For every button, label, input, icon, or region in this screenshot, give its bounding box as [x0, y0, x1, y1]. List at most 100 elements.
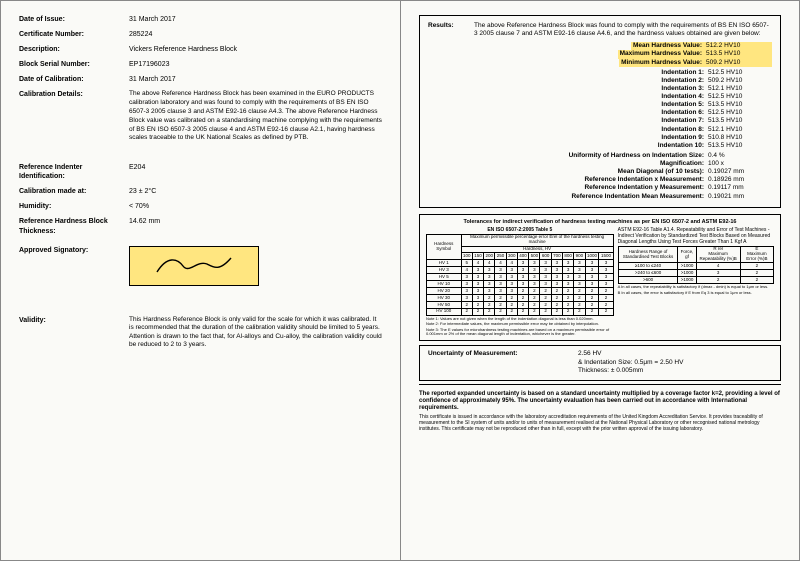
meta-label: Approved Signatory:: [19, 246, 129, 255]
meta-row: Calibration made at:23 ± 2°C: [19, 187, 382, 196]
signature-icon: [149, 252, 239, 280]
unc-line: Thickness: ± 0.005mm: [578, 367, 772, 375]
stat-label: Indentation 3:: [661, 85, 708, 92]
tolerances-box: Tolerances for indirect verification of …: [419, 214, 781, 342]
meta-label: Calibration Details:: [19, 90, 129, 143]
stat-label: Indentation 2:: [661, 77, 708, 84]
certificate-right-page: Results: The above Reference Hardness Bl…: [400, 0, 800, 561]
results-header: Results: The above Reference Hardness Bl…: [428, 22, 772, 38]
tol-right-title: ASTM E92-16 Table A1.4. Repeatability an…: [618, 227, 774, 245]
stat-row: Reference Indentation x Measurement:0.18…: [428, 176, 772, 184]
stat-row: Mean Diagonal (of 10 tests):0.19027 mm: [428, 168, 772, 176]
stat-val: 513.5 HV10: [708, 117, 772, 125]
stat-val: 510.8 HV10: [708, 134, 772, 142]
meta-row: Reference Hardness Block Thickness:14.62…: [19, 217, 382, 235]
meta-row: Certificate Number:285224: [19, 30, 382, 39]
uncertainty-box: Uncertainty of Measurement: 2.56 HV & In…: [419, 345, 781, 380]
stat-label: Indentation 5:: [661, 101, 708, 108]
stat-label: Uniformity of Hardness on Indentation Si…: [569, 152, 708, 159]
uncertainty-label: Uncertainty of Measurement:: [428, 350, 578, 375]
stat-label: Minimum Hardness Value:: [621, 59, 706, 66]
stat-label: Magnification:: [660, 160, 708, 167]
stat-val: 513.5 HV10: [708, 101, 772, 109]
meta-row: Block Serial Number:EP17196023: [19, 60, 382, 69]
stat-row: Reference Indentation y Measurement:0.19…: [428, 184, 772, 192]
stat-label: Reference Indentation x Measurement:: [584, 176, 708, 183]
unc-line: 2.56 HV: [578, 350, 772, 358]
indentation-row: Indentation 2:509.2 HV10: [428, 77, 772, 85]
stat-val: 0.19021 mm: [708, 193, 772, 201]
tol-note: B In all cases, the error is satisfactor…: [618, 291, 774, 295]
stat-label: Indentation 9:: [661, 134, 708, 141]
meta-row: Date of Calibration:31 March 2017: [19, 75, 382, 84]
stat-row: Magnification:100 x: [428, 160, 772, 168]
meta-row: Humidity:< 70%: [19, 202, 382, 211]
divider: [419, 384, 781, 385]
results-box: Results: The above Reference Hardness Bl…: [419, 15, 781, 208]
meta-label: Date of Calibration:: [19, 75, 129, 84]
calibration-details-row: Calibration Details: The above Reference…: [19, 90, 382, 143]
meta-val: < 70%: [129, 202, 382, 211]
stat-val: 513.5 HV10: [706, 50, 770, 58]
uncertainty-values: 2.56 HV & Indentation Size: 0.5μm = 2.50…: [578, 350, 772, 375]
validity-row: Validity: This Hardness Reference Block …: [19, 316, 382, 350]
indentation-row: Indentation 6:512.5 HV10: [428, 109, 772, 117]
tolerances-title: Tolerances for indirect verification of …: [426, 219, 774, 225]
meta-label: Certificate Number:: [19, 30, 129, 39]
tol-note: Note 2: For intermediate values, the max…: [426, 322, 614, 326]
disclaimer-fine: This certificate is issued in accordance…: [419, 415, 781, 432]
tol-note: Note 3: The E values for microhardness t…: [426, 328, 614, 337]
results-label: Results:: [428, 22, 474, 38]
tol-right-table: Hardness Range of Standardised Test Bloc…: [618, 246, 774, 285]
stat-val: 512.2 HV10: [706, 42, 770, 50]
tol-note: A In all cases, the repeatability is sat…: [618, 285, 774, 289]
calibration-details-text: The above Reference Hardness Block has b…: [129, 90, 382, 143]
bottom-stats-block: Uniformity of Hardness on Indentation Si…: [428, 152, 772, 201]
stat-val: 0.19117 mm: [708, 184, 772, 192]
meta-label: Humidity:: [19, 202, 129, 211]
meta-val: E204: [129, 163, 382, 181]
meta-label: Block Serial Number:: [19, 60, 129, 69]
stat-label: Indentation 4:: [661, 93, 708, 100]
stat-val: 0.19027 mm: [708, 168, 772, 176]
stat-val: 512.5 HV10: [708, 109, 772, 117]
meta-val: 285224: [129, 30, 382, 39]
stat-val: 509.2 HV10: [708, 77, 772, 85]
meta-row: Description:Vickers Reference Hardness B…: [19, 45, 382, 54]
meta-row: Date of Issue:31 March 2017: [19, 15, 382, 24]
indentation-row: Indentation 1:512.5 HV10: [428, 69, 772, 77]
meta-label: Description:: [19, 45, 129, 54]
stat-val: 509.2 HV10: [706, 59, 770, 67]
stat-label: Indentation 8:: [661, 126, 708, 133]
indentation-row: Indentation 5:513.5 HV10: [428, 101, 772, 109]
stat-label: Indentation 1:: [661, 69, 708, 76]
stat-val: 513.5 HV10: [708, 142, 772, 150]
tolerances-columns: EN ISO 6507-2:2005 Table 5 Hardness Symb…: [426, 227, 774, 337]
stat-val: 0.18926 mm: [708, 176, 772, 184]
stat-row: Mean Hardness Value:512.2 HV10: [428, 42, 772, 50]
results-intro: The above Reference Hardness Block was f…: [474, 22, 772, 38]
indentation-row: Indentation 4:512.5 HV10: [428, 93, 772, 101]
meta-val: 14.62 mm: [129, 217, 382, 235]
meta-val: 31 March 2017: [129, 75, 382, 84]
signatory-row: Approved Signatory:: [19, 246, 382, 286]
stat-val: 0.4 %: [708, 152, 772, 160]
meta-label: Reference Indenter Identification:: [19, 163, 129, 181]
stat-row: Uniformity of Hardness on Indentation Si…: [428, 152, 772, 160]
meta-val: 31 March 2017: [129, 15, 382, 24]
stat-val: 512.1 HV10: [708, 85, 772, 93]
tol-left-title: EN ISO 6507-2:2005 Table 5: [426, 227, 614, 233]
stat-label: Indentation 7:: [661, 117, 708, 124]
meta-val: EP17196023: [129, 60, 382, 69]
validity-text: This Hardness Reference Block is only va…: [129, 316, 382, 350]
meta-label: Validity:: [19, 316, 129, 325]
indentation-row: Indentation 8:512.1 HV10: [428, 126, 772, 134]
meta-label: Reference Hardness Block Thickness:: [19, 217, 129, 235]
meta-label: Date of Issue:: [19, 15, 129, 24]
stat-val: 512.5 HV10: [708, 69, 772, 77]
certificate-left-page: Date of Issue:31 March 2017 Certificate …: [0, 0, 400, 561]
stat-val: 512.5 HV10: [708, 93, 772, 101]
stat-label: Reference Indentation y Measurement:: [584, 184, 708, 191]
stat-label: Mean Diagonal (of 10 tests):: [618, 168, 708, 175]
stat-val: 100 x: [708, 160, 772, 168]
